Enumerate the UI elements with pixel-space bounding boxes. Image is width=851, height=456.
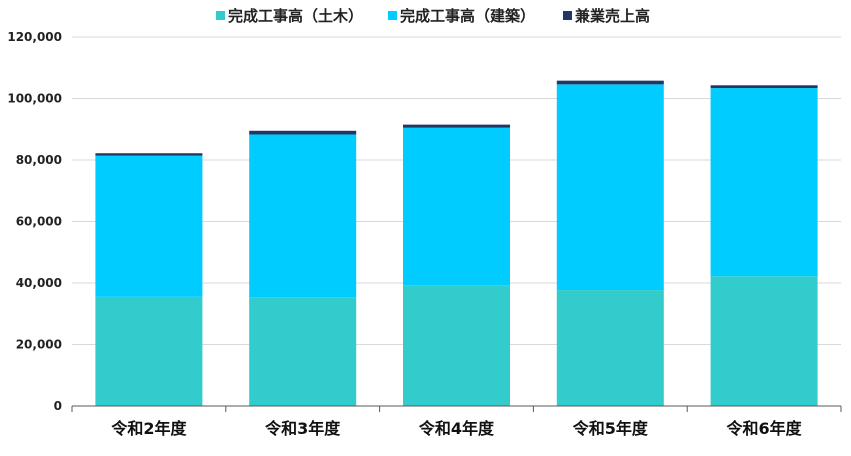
x-tick-label: 令和5年度 — [572, 419, 649, 438]
bar-segment — [95, 296, 203, 406]
bar-segment — [249, 130, 357, 135]
bars — [95, 80, 818, 406]
y-tick-label: 60,000 — [16, 215, 62, 229]
legend-label: 兼業売上高 — [575, 7, 650, 25]
chart-legend: 完成工事高（土木） 完成工事高（建築） 兼業売上高 — [216, 7, 650, 25]
y-tick-label: 40,000 — [16, 276, 62, 290]
bar-segment — [403, 285, 510, 406]
x-tick-label: 令和6年度 — [726, 419, 803, 438]
legend-swatch — [388, 11, 397, 20]
bar-segment — [556, 84, 664, 291]
x-tick-label: 令和2年度 — [110, 419, 187, 438]
bar-segment — [710, 276, 818, 406]
y-tick-label: 100,000 — [7, 92, 62, 106]
x-axis — [71, 405, 842, 412]
y-tick-label: 120,000 — [7, 30, 62, 44]
bar-segment — [249, 297, 357, 406]
x-axis-ticks: 令和2年度 令和3年度 令和4年度 令和5年度 令和6年度 — [110, 419, 802, 438]
bar-segment — [403, 127, 510, 286]
bar-segment — [556, 80, 664, 85]
bar-segment — [249, 134, 357, 298]
bar-segment — [710, 88, 818, 277]
legend-label: 完成工事高（土木） — [228, 7, 363, 25]
bar-segment — [556, 290, 664, 406]
y-tick-label: 0 — [54, 399, 62, 413]
legend-swatch — [563, 11, 572, 20]
y-axis-ticks: 0 20,000 40,000 60,000 80,000 100,000 120,000 — [7, 30, 62, 413]
x-tick-label: 令和4年度 — [418, 419, 495, 438]
y-tick-label: 20,000 — [16, 338, 62, 352]
bar-segment — [403, 124, 510, 128]
bar-segment — [95, 153, 203, 156]
legend-swatch — [216, 11, 225, 20]
x-tick-label: 令和3年度 — [264, 419, 341, 438]
bar-segment — [710, 85, 818, 89]
legend-label: 完成工事高（建築） — [400, 7, 535, 25]
bar-segment — [95, 155, 203, 297]
y-tick-label: 80,000 — [16, 153, 62, 167]
